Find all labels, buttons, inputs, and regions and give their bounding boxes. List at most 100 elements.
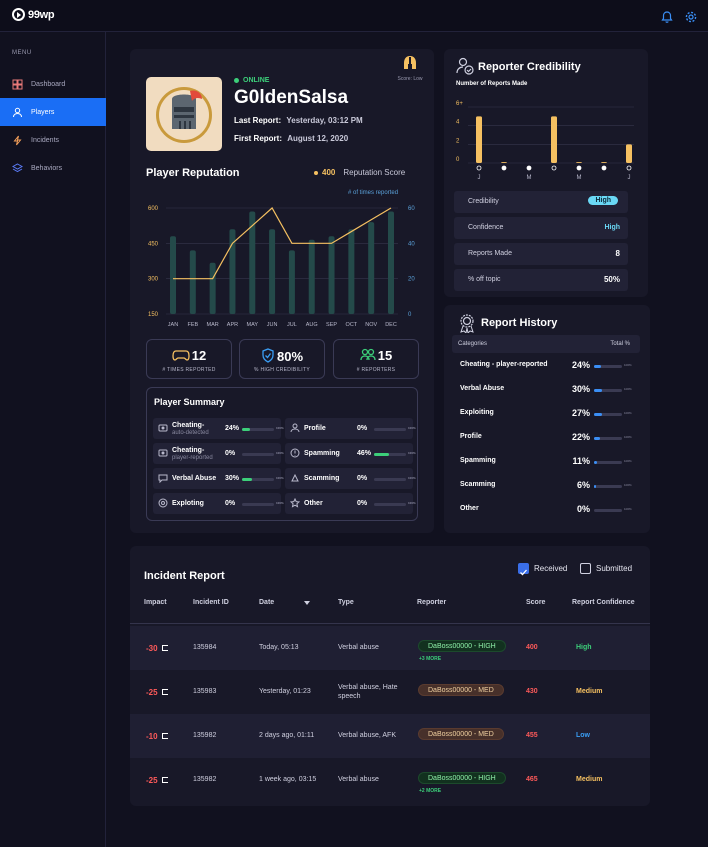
reporter-credibility-card: Reporter Credibility Number of Reports M…	[444, 49, 648, 297]
sidebar-item-players[interactable]: Players	[0, 98, 106, 126]
history-bar-fill	[594, 389, 603, 392]
received-label[interactable]: Received	[534, 564, 568, 573]
more-reporters-link[interactable]: +2 MORE	[419, 788, 442, 794]
credibility-row: Reports Made 8	[454, 243, 628, 265]
point-marker	[601, 165, 607, 171]
history-category: Exploiting	[460, 409, 494, 416]
dashboard-icon	[12, 79, 23, 89]
history-row: Profile 22% 100%	[454, 428, 632, 446]
incident-type: Verbal abuse	[338, 776, 379, 783]
col-incident-id[interactable]: Incident ID	[193, 599, 229, 606]
history-title: Report History	[481, 317, 558, 329]
reporter-pill[interactable]: DaBoss00000 - MED	[418, 728, 504, 740]
summary-item: Profile 0% 100%	[285, 418, 416, 439]
summary-item-pct: 46%	[357, 450, 372, 457]
y-right-tick: 20	[408, 277, 415, 283]
reporter-pill[interactable]: DaBoss00000 - MED	[418, 684, 504, 696]
alert-icon	[290, 448, 300, 458]
col-type[interactable]: Type	[338, 599, 354, 606]
reporter-pill[interactable]: DaBoss00000 - HIGH	[418, 640, 506, 652]
exit-icon	[162, 777, 168, 783]
incident-row[interactable]: -25 135983 Yesterday, 01:23 Verbal abuse, H…	[130, 670, 650, 714]
y-tick: 0	[456, 157, 460, 163]
history-100: 100%	[624, 483, 632, 487]
bar-mark	[551, 116, 557, 163]
history-category: Cheating - player-reported	[460, 361, 548, 368]
summary-item-100: 100%	[408, 501, 416, 505]
submitted-checkbox[interactable]	[580, 563, 591, 574]
col-reporter[interactable]: Reporter	[417, 599, 447, 606]
history-100: 100%	[624, 363, 632, 367]
summary-item-bar	[242, 503, 274, 506]
history-bar	[594, 437, 622, 440]
y-tick: 4	[456, 120, 460, 126]
last-report-label: Last Report:	[234, 116, 282, 125]
users-icon	[360, 348, 376, 361]
incident-id[interactable]: 135982	[193, 776, 217, 783]
summary-item: Other 0% 100%	[285, 493, 416, 514]
speech-icon	[158, 474, 168, 483]
incident-row[interactable]: -30 135984 Today, 05:13 Verbal abuse DaBoss0…	[130, 626, 650, 670]
history-bar-fill	[594, 461, 598, 464]
x-tick: NOV	[365, 322, 377, 328]
history-bar	[594, 389, 622, 392]
report-history-card: Report History Categories Total % Cheati…	[444, 305, 650, 533]
sidebar-item-incidents[interactable]: Incidents	[0, 126, 106, 154]
history-header: Categories Total %	[452, 335, 640, 353]
incident-date: Today, 05:13	[259, 644, 299, 651]
stat-label: # REPORTERS	[356, 367, 396, 373]
summary-item: Cheating-auto-detected 24% 100%	[153, 418, 284, 439]
history-100: 100%	[624, 387, 632, 391]
summary-item-pct: 0%	[357, 475, 368, 482]
sort-down-icon[interactable]	[304, 601, 310, 605]
history-bar-fill	[594, 485, 596, 488]
incident-row[interactable]: -25 135982 1 week ago, 03:15 Verbal abuse Da…	[130, 758, 650, 802]
exploit-icon	[158, 498, 168, 508]
app-logo[interactable]: 99wp	[12, 8, 55, 21]
report-confidence: Medium	[576, 776, 603, 783]
bell-icon[interactable]	[660, 10, 674, 24]
y-tick: 6+	[456, 101, 463, 107]
gamepad-icon	[172, 350, 190, 361]
incident-title: Incident Report	[144, 570, 225, 582]
x-tick: DEC	[385, 322, 397, 328]
user-check-icon	[456, 57, 474, 75]
more-reporters-link[interactable]: +3 MORE	[419, 656, 442, 662]
incident-id[interactable]: 135983	[193, 688, 217, 695]
summary-item: Cheating-player-reported 0% 100%	[153, 443, 284, 464]
col-impact[interactable]: Impact	[144, 599, 167, 606]
incident-row[interactable]: -10 135982 2 days ago, 01:11 Verbal abuse, …	[130, 714, 650, 758]
stat-label: % HIGH CREDIBILITY	[254, 367, 310, 373]
sidebar-item-behaviors[interactable]: Behaviors	[0, 154, 106, 182]
summary-item-bar	[242, 453, 274, 456]
first-report: First Report: August 12, 2020	[234, 134, 348, 143]
gear-icon[interactable]	[684, 10, 698, 24]
history-pct: 27%	[571, 408, 590, 418]
credibility-key: Confidence	[468, 224, 504, 231]
history-bar	[594, 509, 622, 512]
credibility-value: 50%	[603, 275, 620, 284]
bar-mark	[249, 211, 256, 314]
credibility-title: Reporter Credibility	[478, 61, 581, 73]
received-checkbox[interactable]	[518, 563, 529, 576]
incident-id[interactable]: 135984	[193, 644, 217, 651]
col-date[interactable]: Date	[259, 599, 275, 606]
sidebar-item-label: Players	[31, 108, 55, 116]
lightning-icon	[13, 135, 22, 145]
point-marker	[576, 165, 582, 171]
history-row: Exploiting 27% 100%	[454, 404, 632, 422]
sidebar-item-label: Behaviors	[31, 164, 63, 172]
col-score[interactable]: Score	[526, 599, 546, 606]
reporter-pill[interactable]: DaBoss00000 - HIGH	[418, 772, 506, 784]
user-icon	[13, 107, 22, 117]
submitted-label[interactable]: Submitted	[596, 564, 633, 573]
sidebar-item-dashboard[interactable]: Dashboard	[0, 70, 106, 98]
impact-value: -25	[146, 688, 158, 697]
report-confidence: High	[576, 644, 592, 651]
col-report-confidence[interactable]: Report Confidence	[572, 599, 635, 606]
y-right-tick: 60	[408, 206, 415, 212]
y-right-tick: 40	[408, 241, 415, 247]
incident-id[interactable]: 135982	[193, 732, 217, 739]
first-report-label: First Report:	[234, 134, 282, 143]
summary-item-bar	[374, 503, 406, 506]
